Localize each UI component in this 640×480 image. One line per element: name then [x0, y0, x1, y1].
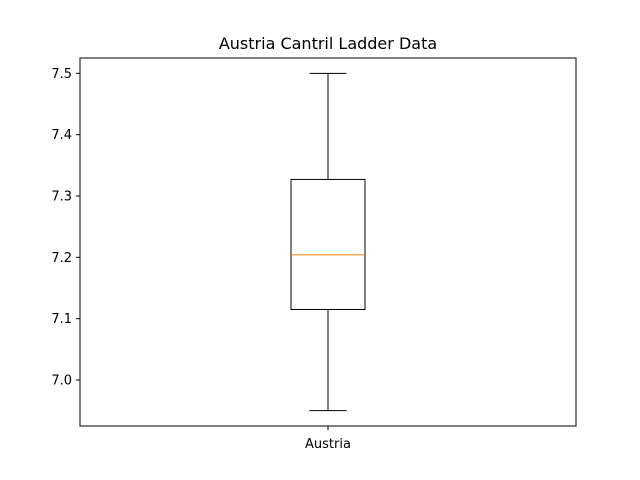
chart-title: Austria Cantril Ladder Data — [219, 34, 437, 53]
x-axis: Austria — [305, 426, 351, 452]
y-axis: 7.0 7.1 7.2 7.3 7.4 7.5 — [51, 67, 80, 389]
y-tick-label: 7.0 — [51, 374, 72, 389]
y-tick-label: 7.3 — [51, 190, 72, 205]
interquartile-box — [290, 178, 366, 310]
y-tick-label: 7.5 — [51, 67, 72, 82]
box-series — [290, 72, 366, 412]
y-tick-label: 7.4 — [51, 128, 72, 143]
y-tick-label: 7.2 — [51, 251, 72, 266]
x-tick-label: Austria — [305, 437, 351, 452]
y-tick-label: 7.1 — [51, 312, 72, 327]
